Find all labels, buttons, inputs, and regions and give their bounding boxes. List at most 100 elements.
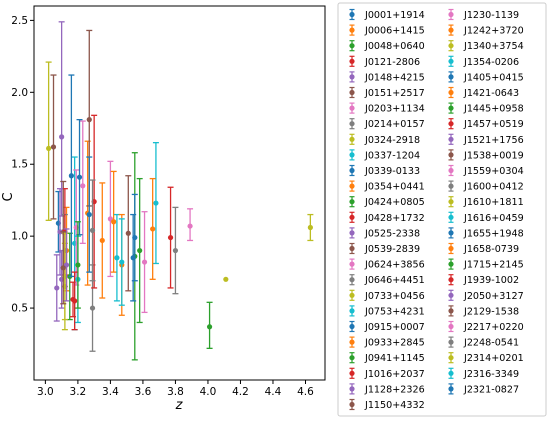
legend-marker [448, 58, 454, 64]
legend-entry: J1230-1139 [448, 8, 519, 21]
legend-label: J1128+2326 [364, 384, 425, 395]
legend-marker [349, 370, 355, 376]
legend-label: J1538+0019 [463, 150, 524, 161]
legend-label: J2248-0541 [463, 338, 519, 349]
legend-entry: J2316-3349 [448, 367, 519, 380]
data-point [172, 206, 179, 295]
plot-frame [33, 5, 326, 381]
legend-label: J1445+0958 [463, 104, 524, 115]
data-point [53, 254, 60, 322]
x-tick-label: 3.6 [135, 386, 152, 398]
legend-label: J0941+1145 [364, 353, 425, 364]
data-point [149, 177, 156, 280]
data-point [167, 186, 174, 289]
legend-entry: J0048+0640 [349, 40, 425, 52]
legend-marker [349, 121, 355, 127]
legend-label: J0337-1204 [364, 150, 420, 161]
legend-label: J2314+0201 [463, 353, 524, 364]
legend-marker [448, 308, 454, 314]
data-marker [307, 224, 313, 231]
data-point [45, 61, 52, 221]
legend-marker [448, 230, 454, 236]
y-axis: 0.5 1.0 1.5 2.0 2.5 [11, 15, 34, 315]
data-marker [223, 276, 229, 282]
legend-entry: J2129-1538 [448, 305, 519, 317]
legend-entry: J2314+0201 [448, 352, 524, 364]
legend-marker [349, 183, 355, 189]
data-marker [187, 223, 193, 229]
legend-marker [349, 339, 355, 345]
legend-marker [448, 245, 454, 252]
legend-marker [448, 199, 454, 205]
legend-label: J0354+0441 [364, 182, 425, 193]
legend-marker [448, 261, 454, 267]
legend-label: J1939-1002 [463, 275, 519, 286]
legend-entry: J1658-0739 [448, 242, 519, 255]
legend-marker [349, 152, 355, 158]
y-axis-label: C [1, 192, 16, 201]
x-tick-label: 4.2 [232, 386, 249, 398]
data-marker [125, 230, 131, 236]
legend-entry: J0324-2918 [349, 133, 420, 146]
legend-entry: J0624+3856 [349, 258, 425, 271]
legend-entry: J1457+0519 [448, 118, 524, 130]
legend-marker [349, 74, 355, 80]
legend-marker [448, 121, 454, 127]
data-marker [59, 134, 65, 140]
legend-marker [448, 11, 454, 18]
legend-entry: J1445+0958 [448, 102, 524, 115]
legend-label: J0214+0157 [364, 119, 425, 130]
data-point [130, 213, 137, 302]
data-marker [167, 234, 174, 241]
legend-label: J2217+0220 [463, 322, 524, 333]
data-marker [54, 285, 60, 291]
legend-entry: J1655+1948 [448, 227, 524, 239]
legend-entry: J0121-2806 [349, 55, 420, 68]
data-point [118, 218, 125, 306]
legend-label: J0915+0007 [364, 322, 425, 333]
data-point [76, 118, 83, 236]
legend-label: J0006+1415 [364, 26, 425, 37]
legend-label: J0933+2845 [364, 338, 425, 349]
legend-label: J0151+2517 [364, 88, 425, 99]
legend-label: J0001+1914 [364, 10, 425, 21]
legend-marker [448, 152, 454, 158]
legend-marker [448, 105, 454, 111]
legend-marker [349, 89, 355, 96]
x-axis-label: z [175, 398, 184, 413]
legend-frame [337, 2, 547, 417]
legend-marker [448, 74, 454, 80]
data-marker [80, 183, 86, 189]
legend-entry: J0151+2517 [349, 86, 425, 99]
legend-label: J1230-1139 [463, 10, 519, 21]
data-point [99, 182, 106, 299]
data-point [74, 221, 81, 309]
legend-marker [349, 199, 355, 205]
x-tick-label: 3.0 [37, 386, 54, 398]
legend-entry: J1242+3720 [448, 24, 524, 37]
data-marker [86, 211, 92, 218]
data-point [60, 231, 67, 305]
legend-entry: J1016+2037 [349, 367, 425, 380]
legend-label: J1016+2037 [364, 369, 425, 380]
legend-label: J1655+1948 [463, 228, 524, 239]
data-marker [89, 227, 96, 233]
y-tick-label: 2.5 [11, 15, 28, 27]
legend-label: J1150+4332 [364, 400, 425, 411]
legend-label: J0048+0640 [364, 41, 425, 52]
data-marker [86, 117, 92, 123]
data-marker [172, 247, 179, 254]
legend-label: J1658-0739 [463, 244, 519, 255]
legend-marker [448, 214, 454, 220]
data-marker [76, 174, 83, 180]
legend-entry: J0941+1145 [349, 352, 425, 364]
data-point [223, 276, 229, 282]
legend-entry: J0148+4215 [349, 71, 425, 83]
legend-marker [448, 355, 454, 361]
legend-marker [349, 136, 355, 142]
legend-entry: J0001+1914 [349, 8, 425, 21]
data-marker [99, 237, 105, 244]
legend-label: J1457+0519 [463, 119, 524, 130]
legend-label: J1610+1811 [463, 197, 524, 208]
